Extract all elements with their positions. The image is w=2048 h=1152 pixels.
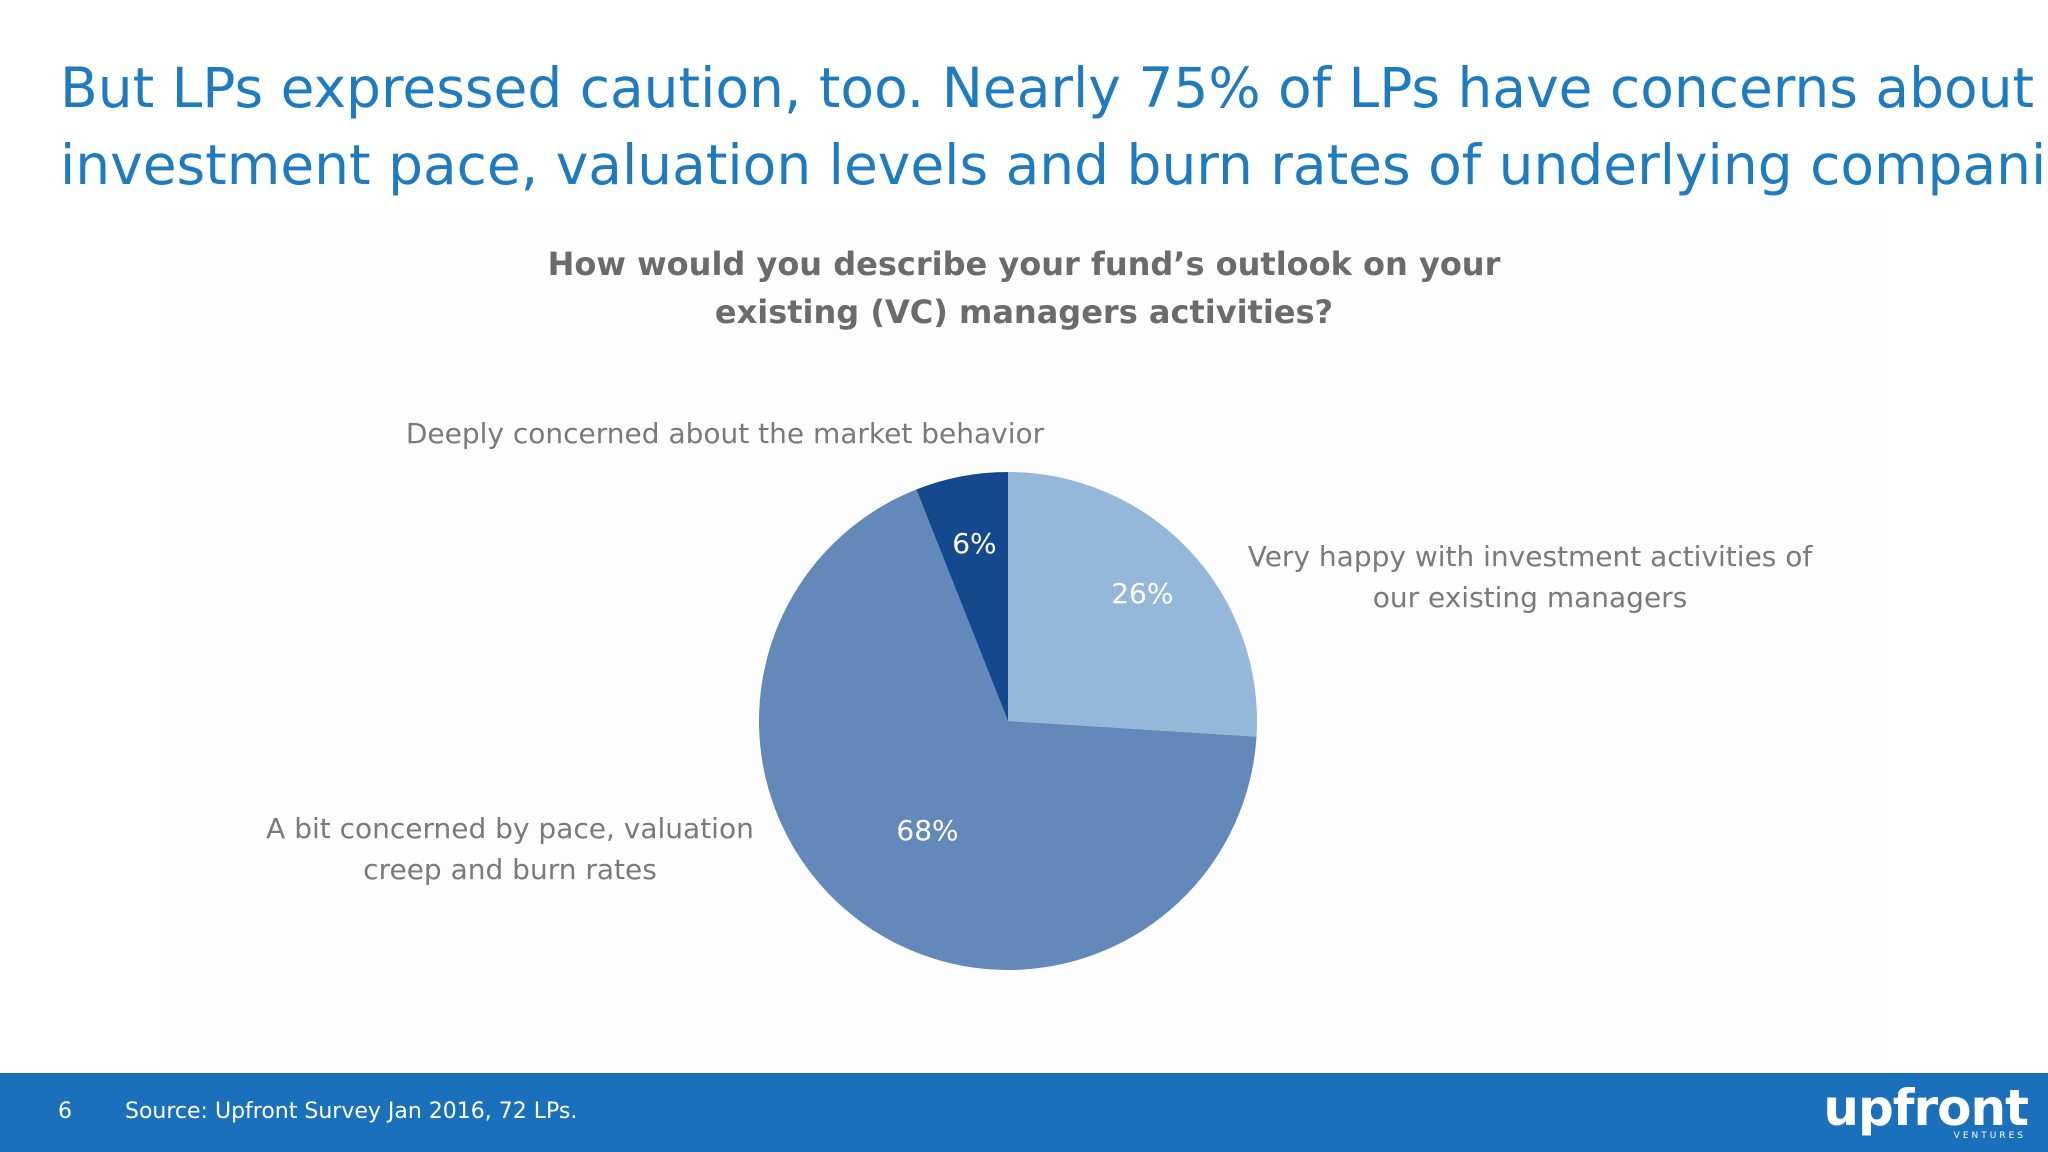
upfront-ventures-logo: upfront VENTURES (1818, 1079, 2029, 1149)
pie-slice-bit-concerned (759, 489, 1257, 970)
headline-line-1: But LPs expressed caution, too. Nearly 7… (60, 56, 2035, 120)
pie-value-label-68: 68% (896, 814, 958, 847)
category-label-happy-line-2: our existing managers (1372, 581, 1688, 614)
pie-value-label-6: 6% (952, 527, 996, 560)
category-label-bit-line-2: creep and burn rates (363, 853, 657, 886)
category-label-happy-line-1: Very happy with investment activities of (1247, 540, 1813, 573)
logo-subtitle: VENTURES (1953, 1131, 2026, 1141)
category-label-very-happy: Very happy with investment activities of… (1230, 536, 1830, 618)
page-number: 6 (58, 1099, 72, 1124)
category-label-bit-line-1: A bit concerned by pace, valuation (266, 812, 754, 845)
headline: But LPs expressed caution, too. Nearly 7… (60, 50, 2048, 204)
pie-slice-deeply-concerned (916, 472, 1008, 721)
footer-bar: 6 Source: Upfront Survey Jan 2016, 72 LP… (0, 1073, 2048, 1152)
source-note: Source: Upfront Survey Jan 2016, 72 LPs. (125, 1099, 578, 1124)
logo-wordmark: upfront (1823, 1079, 2029, 1137)
pie-slice-very-happy (1008, 472, 1257, 737)
category-label-bit-concerned: A bit concerned by pace, valuation creep… (230, 808, 790, 890)
chart-title: How would you describe your fund’s outlo… (500, 240, 1548, 336)
category-label-deeply-line-1: Deeply concerned about the market behavi… (405, 417, 1045, 450)
category-label-deeply-concerned: Deeply concerned about the market behavi… (400, 413, 1050, 454)
chart-title-line-2: existing (VC) managers activities? (714, 293, 1334, 331)
chart-title-line-1: How would you describe your fund’s outlo… (547, 245, 1501, 283)
pie-value-label-26: 26% (1111, 577, 1173, 610)
headline-line-2: investment pace, valuation levels and bu… (60, 133, 2048, 197)
